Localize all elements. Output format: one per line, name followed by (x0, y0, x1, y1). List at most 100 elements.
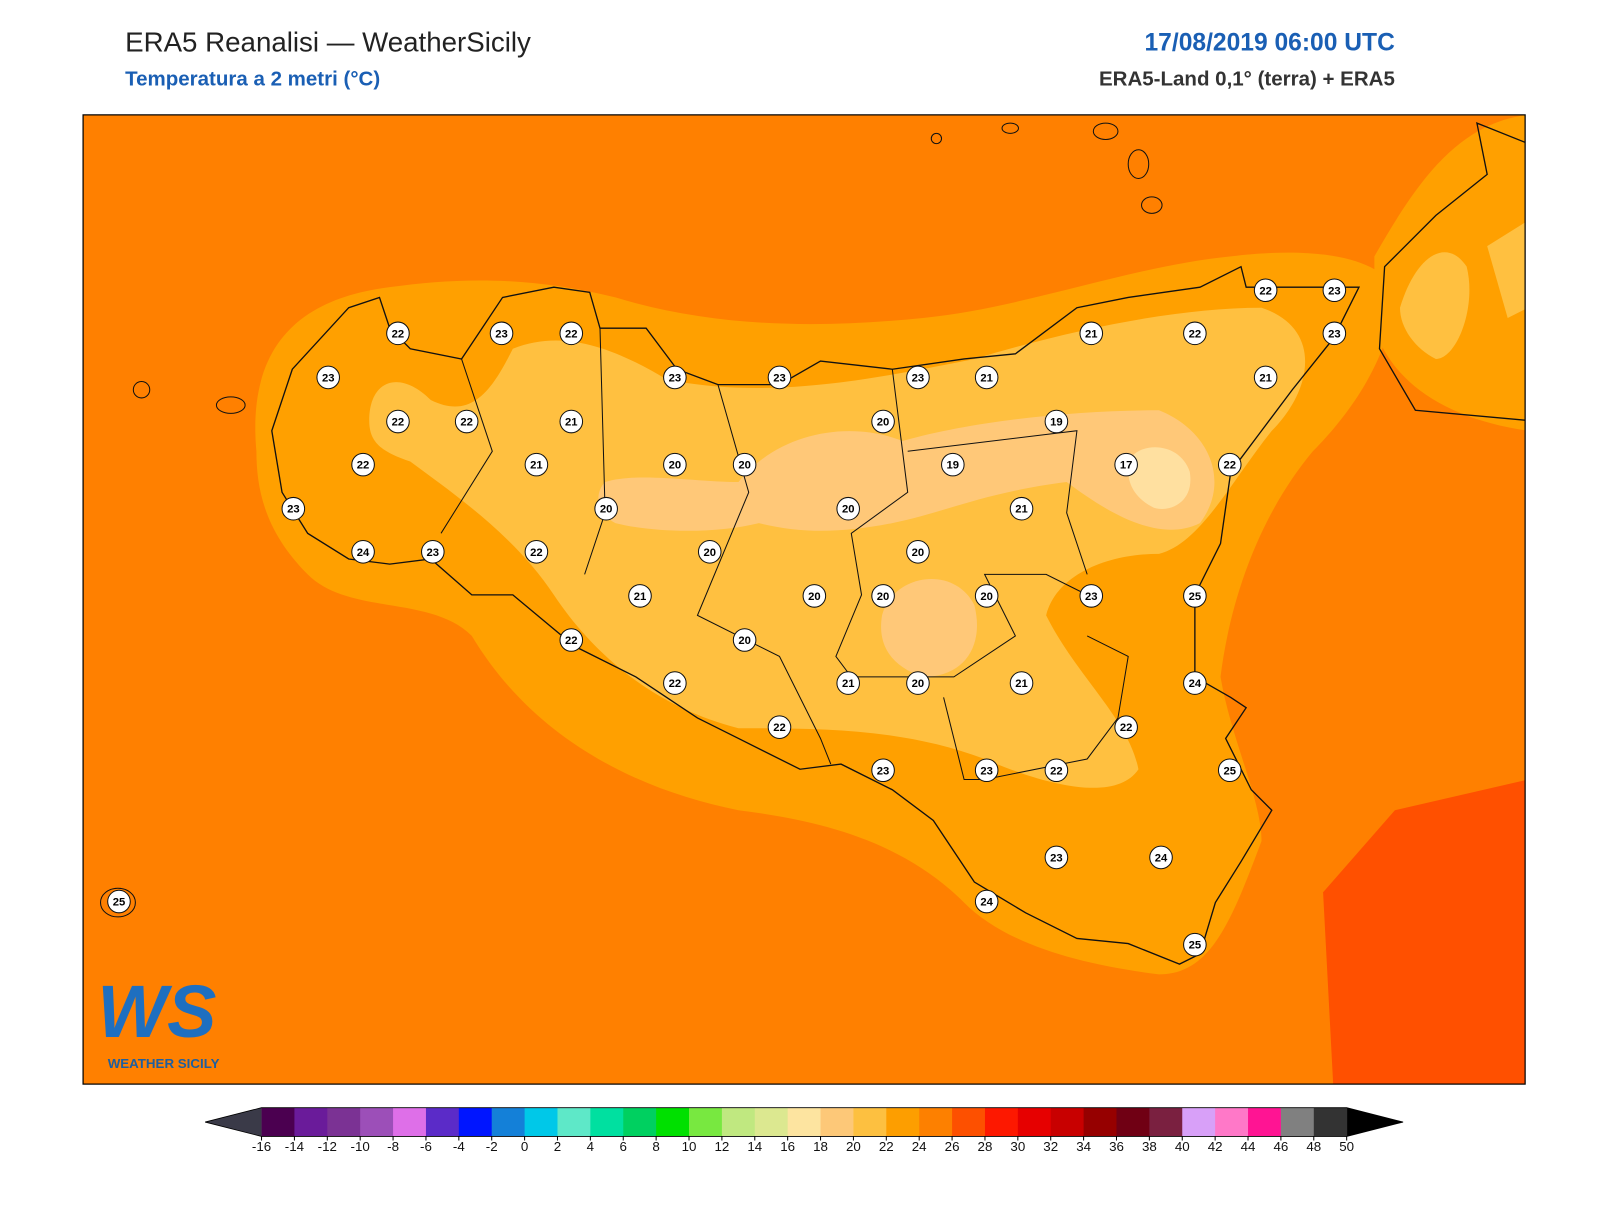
station-value: 20 (703, 547, 716, 559)
station-value: 22 (530, 547, 543, 559)
colorbar-box (886, 1107, 920, 1137)
station-value: 22 (1189, 328, 1202, 340)
colorbar-tick-label: 0 (521, 1139, 528, 1154)
field-band (598, 410, 1215, 531)
station-value: 23 (980, 765, 993, 777)
stations: 22 23 22 23 23 23 23 21 21 22 22 23 23 21 22 22 21 20 19 22… (107, 278, 1347, 957)
station-value: 21 (842, 678, 855, 690)
station-value: 23 (669, 372, 682, 384)
station-value: 20 (842, 504, 855, 516)
colorbar-tick-label: 10 (682, 1139, 697, 1154)
station-marker (974, 365, 999, 390)
island (1127, 149, 1150, 179)
station-marker (594, 496, 618, 521)
station-value: 24 (1189, 678, 1202, 690)
coastline (1378, 122, 1526, 421)
colorbar-under (205, 1107, 262, 1137)
colorbar-box (1116, 1107, 1150, 1137)
station-value: 22 (460, 417, 473, 429)
colorbar-box (294, 1107, 328, 1137)
colorbar-tick-label: -14 (285, 1139, 305, 1154)
station-marker (871, 584, 895, 608)
colorbar-box (458, 1107, 493, 1137)
island (1141, 196, 1163, 214)
date: 17/08/2019 06:00 UTC (1144, 30, 1395, 57)
colorbar-box (1215, 1107, 1249, 1137)
station-marker (1183, 932, 1207, 957)
field-band (1487, 222, 1526, 318)
station-marker (871, 758, 895, 783)
colorbar-tick-label: -10 (351, 1139, 370, 1154)
colorbar-tick-label: 14 (747, 1139, 762, 1154)
station-marker (628, 584, 652, 608)
colorbar-tick-label: 50 (1339, 1139, 1354, 1154)
station-marker (559, 409, 584, 434)
station-value: 21 (980, 372, 993, 384)
colorbar-box (754, 1107, 789, 1137)
station-marker (663, 671, 687, 695)
station-marker (1079, 584, 1104, 608)
station-value: 22 (392, 328, 405, 340)
station-value: 20 (738, 460, 751, 472)
colorbar-tick-label: 20 (846, 1139, 861, 1154)
warm-field (1323, 780, 1526, 1085)
station-value: 24 (357, 547, 370, 559)
station-marker (836, 671, 860, 695)
station-marker (732, 452, 757, 477)
colorbar-tick-label: -12 (318, 1139, 337, 1154)
station-marker (974, 584, 999, 608)
colorbar-tick-label: 46 (1273, 1139, 1288, 1154)
station-marker (351, 539, 375, 564)
station-marker (1217, 758, 1242, 783)
station-marker (1183, 584, 1207, 608)
logo-mark: WS (97, 970, 216, 1053)
station-marker (421, 539, 445, 564)
source: ERA5-Land 0,1° (terra) + ERA5 (1099, 67, 1395, 90)
station-value: 23 (427, 547, 440, 559)
colorbar-tick-label: 24 (912, 1139, 927, 1154)
station-value: 20 (877, 591, 890, 603)
colorbar-box (919, 1107, 953, 1137)
colorbar-box (1149, 1107, 1183, 1137)
station-marker (663, 452, 687, 477)
station-value: 23 (287, 504, 300, 516)
island (1001, 122, 1019, 134)
station-marker (524, 539, 549, 564)
station-value: 19 (947, 460, 960, 472)
station-marker (974, 758, 999, 783)
station-marker (1114, 452, 1138, 477)
station-marker (1009, 671, 1034, 695)
station-marker (559, 321, 584, 346)
station-marker (489, 321, 514, 346)
island (930, 132, 943, 145)
colorbar-box (820, 1107, 854, 1137)
coastline (271, 265, 1361, 965)
colorbar-box (721, 1107, 756, 1137)
station-marker (281, 496, 306, 521)
station-marker (906, 539, 930, 564)
station-value: 21 (1015, 678, 1028, 690)
colorbar-box (524, 1107, 558, 1137)
station-marker (802, 584, 827, 608)
logo-name: WEATHER SICILY (108, 1056, 220, 1071)
station-value: 22 (669, 678, 682, 690)
station-value: 22 (565, 635, 578, 647)
colorbar-tick-label: 2 (554, 1139, 561, 1154)
colorbar-tick-label: 30 (1010, 1139, 1025, 1154)
station-value: 21 (530, 460, 543, 472)
colorbar-box (1017, 1107, 1052, 1137)
station-marker (906, 365, 930, 390)
station-marker (1183, 671, 1207, 695)
island (132, 381, 151, 399)
station-marker (1322, 321, 1347, 346)
colorbar-tick-label: 6 (620, 1139, 627, 1154)
colorbar-tick-label: 48 (1306, 1139, 1321, 1154)
station-value: 25 (1223, 765, 1236, 777)
station-marker (767, 365, 792, 390)
station-value: 22 (357, 460, 370, 472)
station-value: 20 (980, 591, 993, 603)
station-value: 20 (877, 417, 890, 429)
colorbar-box (491, 1107, 526, 1137)
field-band (881, 579, 977, 677)
